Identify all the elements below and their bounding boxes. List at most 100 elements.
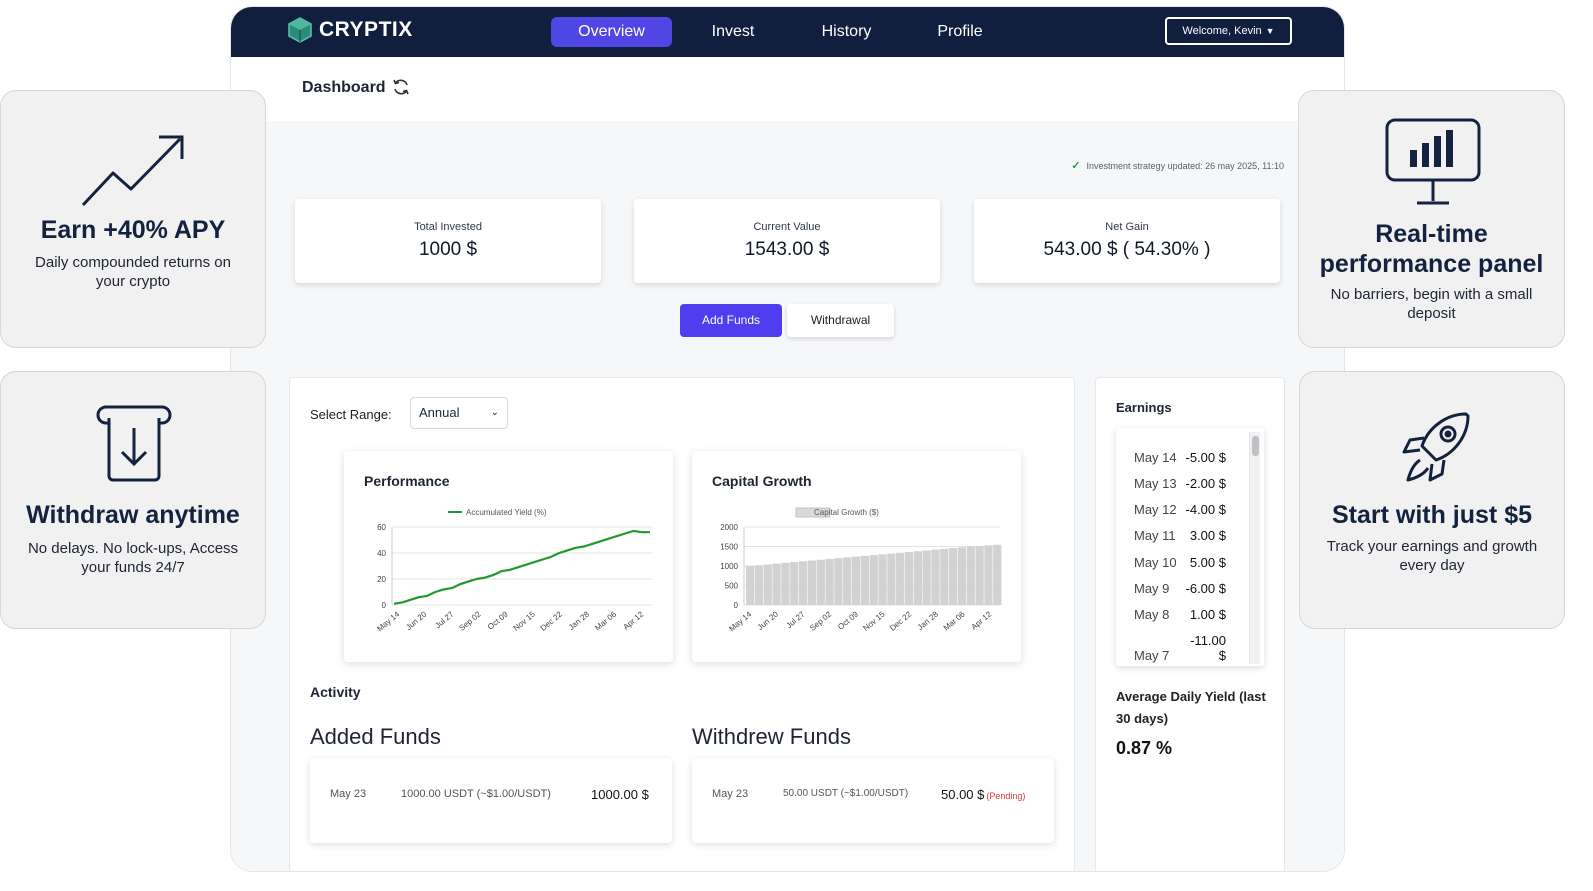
earnings-row: May 9 -6.00 $ bbox=[1134, 581, 1226, 596]
capital-chart-title: Capital Growth bbox=[712, 473, 812, 489]
brand-name: CRYPTIX bbox=[319, 18, 413, 41]
bar-capital-growth bbox=[763, 564, 772, 605]
stat-label: Total Invested bbox=[414, 221, 482, 233]
y-tick-label: 0 bbox=[382, 601, 387, 610]
bar-capital-growth bbox=[878, 554, 887, 605]
added-funds-entry[interactable]: May 23 1000.00 USDT (~$1.00/USDT) 1000.0… bbox=[310, 758, 672, 843]
strategy-status-text: Investment strategy updated: 26 may 2025… bbox=[1086, 160, 1284, 171]
earnings-row: May 13 -2.00 $ bbox=[1134, 476, 1226, 491]
x-tick-label: Apr 12 bbox=[621, 609, 645, 631]
earnings-row: May 8 1.00 $ bbox=[1134, 607, 1226, 622]
feature-heading: Start with just $5 bbox=[1331, 501, 1533, 529]
bar-capital-growth bbox=[754, 565, 764, 605]
earnings-value: -5.00 $ bbox=[1185, 450, 1226, 465]
bar-capital-growth bbox=[843, 557, 852, 605]
earnings-list[interactable]: May 14 -5.00 $ May 13 -2.00 $ May 12 -4.00 … bbox=[1116, 428, 1264, 666]
earnings-date: May 12 bbox=[1134, 502, 1177, 517]
brand-logo[interactable]: CRYPTIX bbox=[287, 17, 413, 43]
y-tick-label: 2000 bbox=[720, 523, 738, 532]
entry-detail: 50.00 USDT (~$1.00/USDT) bbox=[783, 788, 909, 799]
earnings-scrollbar[interactable] bbox=[1249, 432, 1260, 664]
app-window: CRYPTIX Overview Invest History Profile … bbox=[230, 6, 1345, 872]
withdrawal-button[interactable]: Withdrawal bbox=[787, 304, 894, 337]
bar-capital-growth bbox=[825, 558, 834, 605]
bar-capital-growth bbox=[913, 551, 922, 605]
scrollbar-thumb[interactable] bbox=[1252, 436, 1259, 456]
feature-description: No barriers, begin with a small deposit bbox=[1330, 286, 1533, 322]
x-tick-label: Jun 20 bbox=[756, 609, 781, 632]
bar-capital-growth bbox=[922, 550, 931, 605]
bar-capital-growth bbox=[931, 549, 940, 605]
chart-legend-label: Accumulated Yield (%) bbox=[466, 508, 547, 517]
cube-logo-icon bbox=[288, 17, 312, 43]
earnings-date: May 11 bbox=[1134, 528, 1176, 543]
bar-capital-growth bbox=[966, 546, 975, 605]
x-tick-label: Mar 06 bbox=[942, 609, 967, 632]
refresh-icon[interactable] bbox=[391, 77, 411, 97]
add-funds-button[interactable]: Add Funds bbox=[680, 304, 782, 337]
nav-history[interactable]: History bbox=[821, 23, 872, 40]
entry-amount-wrap: 50.00 $ (Pending) bbox=[941, 787, 1025, 802]
feature-description: Daily compounded returns on your crypto bbox=[35, 254, 231, 290]
bar-capital-growth bbox=[993, 544, 1002, 605]
earnings-value: 5.00 $ bbox=[1189, 555, 1226, 570]
added-funds-heading: Added Funds bbox=[310, 724, 441, 749]
entry-amount: 50.00 $ bbox=[941, 787, 985, 802]
x-tick-label: Jul 27 bbox=[433, 609, 456, 630]
y-tick-label: 60 bbox=[377, 523, 386, 532]
nav-profile[interactable]: Profile bbox=[937, 23, 983, 40]
bar-capital-growth bbox=[816, 559, 825, 605]
y-tick-label: 1500 bbox=[720, 543, 738, 552]
y-tick-label: 0 bbox=[734, 601, 739, 610]
bar-capital-growth bbox=[807, 560, 817, 605]
withdrew-funds-entry[interactable]: May 23 50.00 USDT (~$1.00/USDT) 50.00 $(… bbox=[692, 758, 1054, 843]
x-tick-label: Dec 22 bbox=[888, 609, 914, 633]
user-menu-button[interactable]: Welcome, Kevin ▼ bbox=[1165, 17, 1292, 45]
nav-invest[interactable]: Invest bbox=[711, 23, 755, 40]
stat-label: Net Gain bbox=[1105, 221, 1149, 233]
earnings-value: -2.00 $ bbox=[1185, 476, 1226, 491]
stat-current-value: Current Value 1543.00 $ bbox=[634, 199, 940, 283]
y-tick-label: 40 bbox=[377, 549, 386, 558]
feature-heading: Earn +40% APY bbox=[40, 216, 226, 244]
capital-chart-card: Capital Growth Capital Growth ($) 0 500 100… bbox=[692, 451, 1021, 662]
chart-legend-label: Capital Growth ($) bbox=[814, 508, 879, 517]
earnings-title: Earnings bbox=[1116, 400, 1172, 415]
nav-overview[interactable]: Overview bbox=[551, 17, 672, 47]
bar-capital-growth bbox=[896, 552, 905, 605]
chevron-down-icon: ▼ bbox=[1265, 26, 1275, 36]
x-tick-label: Jan 28 bbox=[916, 609, 941, 632]
earnings-value: 3.00 $ bbox=[1189, 528, 1226, 543]
x-tick-label: May 14 bbox=[727, 609, 753, 633]
earnings-date: May 13 bbox=[1134, 476, 1177, 491]
feature-card-withdraw: Withdraw anytime No delays. No lock-ups,… bbox=[0, 371, 266, 629]
earnings-row: May 14 -5.00 $ bbox=[1134, 450, 1226, 465]
earnings-row: May 12 -4.00 $ bbox=[1134, 502, 1226, 517]
chevron-down-icon: ⌄ bbox=[490, 407, 499, 418]
y-tick-label: 20 bbox=[377, 575, 386, 584]
x-tick-label: Sep 02 bbox=[457, 609, 483, 633]
earnings-row: May 10 5.00 $ bbox=[1134, 555, 1226, 570]
x-tick-label: May 14 bbox=[375, 609, 401, 633]
performance-chart: Accumulated Yield (%) 0 20 40 60 May 14 Jun 20… bbox=[375, 508, 652, 633]
x-tick-label: Oct 09 bbox=[836, 609, 860, 631]
earnings-date: May 10 bbox=[1134, 555, 1177, 570]
performance-chart-card: Performance Accumulated Yield (%) 0 20 40 60… bbox=[344, 451, 673, 662]
bar-capital-growth bbox=[798, 561, 808, 605]
bar-capital-growth bbox=[860, 555, 869, 605]
stat-net-gain: Net Gain 543.00 $ ( 54.30% ) bbox=[974, 199, 1280, 283]
bar-capital-growth bbox=[869, 555, 878, 605]
stat-label: Current Value bbox=[753, 221, 821, 233]
series-line-accumulated-yield bbox=[393, 529, 650, 605]
y-tick-label: 1000 bbox=[720, 562, 738, 571]
entry-detail: 1000.00 USDT (~$1.00/USDT) bbox=[401, 788, 551, 800]
stat-value: 543.00 $ ( 54.30% ) bbox=[1043, 239, 1211, 260]
range-select[interactable]: Annual ⌄ bbox=[410, 397, 508, 429]
feature-heading: Withdraw anytime bbox=[26, 501, 240, 529]
feature-card-start: Start with just $5 Track your earnings a… bbox=[1299, 371, 1565, 629]
x-tick-label: Oct 09 bbox=[486, 609, 510, 631]
x-tick-label: Nov 15 bbox=[512, 609, 538, 633]
bar-capital-growth bbox=[887, 553, 896, 605]
x-tick-label: Apr 12 bbox=[969, 609, 993, 631]
x-tick-label: Dec 22 bbox=[539, 609, 565, 633]
